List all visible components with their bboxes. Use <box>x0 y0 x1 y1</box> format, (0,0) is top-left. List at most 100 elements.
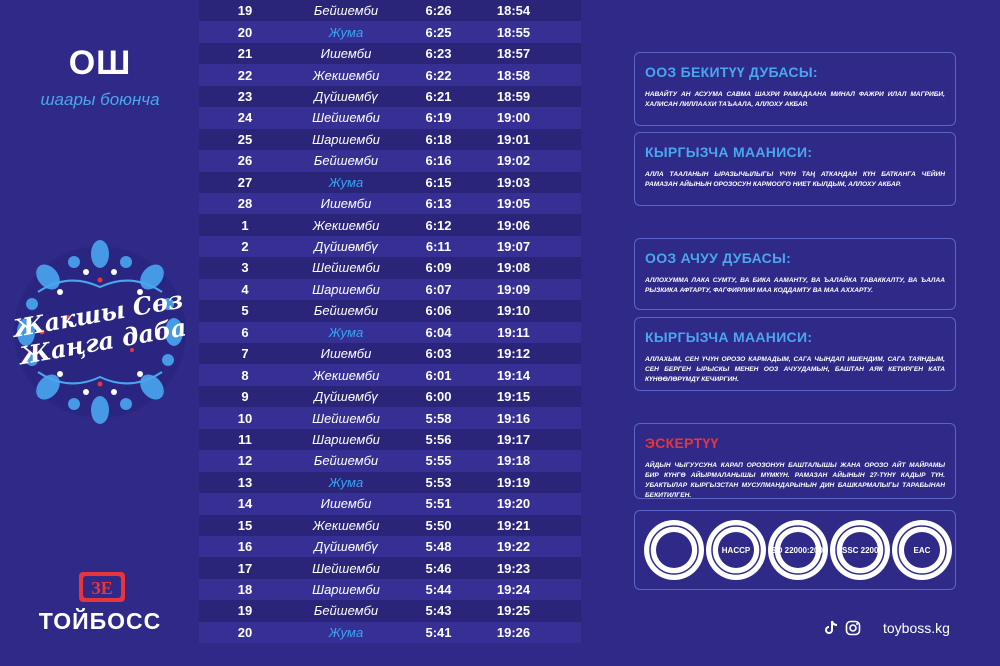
weekday-cell: Жекшемби <box>312 67 380 83</box>
suhoor-time-cell: 5:43 <box>425 603 452 619</box>
iftar-time-cell: 18:57 <box>496 46 531 62</box>
schedule-table: 19 Бейшемби 6:26 18:54 20 Жума 6:25 18:55 21 Ишем… <box>199 0 581 644</box>
iftar-time-cell: 19:18 <box>496 453 531 469</box>
suhoor-time-cell: 6:06 <box>425 303 452 319</box>
iftar-time-cell: 19:23 <box>496 560 531 576</box>
iftar-time-cell: 19:12 <box>496 346 531 362</box>
weekday-cell: Бейшемби <box>313 3 379 19</box>
iftar-time-cell: 19:11 <box>497 324 530 340</box>
table-row: 7 Ишемби 6:03 19:12 <box>199 343 581 365</box>
suhoor-time-cell: 6:25 <box>425 24 452 40</box>
social-links: toyboss.kg <box>823 620 950 636</box>
certificate-label: HACCP <box>721 545 751 555</box>
table-row: 20 Жума 6:25 18:55 <box>199 21 581 43</box>
weekday-cell: Ишемби <box>320 346 372 362</box>
suhoor-time-cell: 6:23 <box>425 46 452 62</box>
table-row: 3 Шейшемби 6:09 19:08 <box>199 257 581 279</box>
weekday-cell: Шаршемби <box>312 582 380 598</box>
suhoor-time-cell: 5:58 <box>425 410 452 426</box>
table-row: 17 Шейшемби 5:46 19:23 <box>199 557 581 579</box>
iftar-meaning-panel: КЫРГЫЗЧА МААНИСИ: АЛЛАХЫМ, СЕН ҮЧҮН ОРОЗ… <box>634 317 956 391</box>
weekday-cell: Шейшемби <box>312 110 380 126</box>
certificate-label <box>643 519 705 581</box>
suhoor-time-cell: 5:41 <box>425 624 452 640</box>
instagram-icon[interactable] <box>845 620 861 636</box>
certificate-label: FSSC 22000 <box>837 545 883 555</box>
weekday-cell: Дүйшөмбү <box>314 239 378 255</box>
suhoor-time-cell: 6:22 <box>425 67 452 83</box>
suhoor-dua-title: ООЗ БЕКИТҮҮ ДУБАСЫ: <box>645 64 818 80</box>
day-cell: 28 <box>237 196 253 212</box>
ornament-emblem <box>8 232 193 432</box>
iftar-time-cell: 19:01 <box>496 131 531 147</box>
table-row: 12 Бейшемби 5:55 19:18 <box>199 450 581 472</box>
suhoor-time-cell: 6:26 <box>425 3 452 19</box>
table-row: 10 Шейшемби 5:58 19:16 <box>199 407 581 429</box>
day-cell: 2 <box>241 239 249 255</box>
weekday-cell: Дүйшөмбү <box>314 88 378 104</box>
table-row: 14 Ишемби 5:51 19:20 <box>199 493 581 515</box>
weekday-cell: Бейшемби <box>313 453 379 469</box>
day-cell: 6 <box>241 324 249 340</box>
table-row: 21 Ишемби 6:23 18:57 <box>199 42 581 65</box>
iftar-dua-panel: ООЗ АЧУУ ДУБАСЫ: АЛЛОХУММА ЛАКА СУМТУ, В… <box>634 238 956 310</box>
iftar-time-cell: 19:19 <box>496 474 531 490</box>
day-cell: 19 <box>237 603 253 619</box>
note-title: ЭСКЕРТҮҮ <box>645 435 719 451</box>
suhoor-time-cell: 6:16 <box>425 153 452 169</box>
day-cell: 15 <box>237 517 253 533</box>
city-subtitle: шаары боюнча <box>40 90 160 109</box>
day-cell: 16 <box>237 539 253 555</box>
suhoor-time-cell: 5:46 <box>425 560 452 576</box>
iftar-time-cell: 19:25 <box>496 603 531 619</box>
day-cell: 4 <box>241 281 249 297</box>
day-cell: 5 <box>241 303 249 319</box>
table-row: 15 Жекшемби 5:50 19:21 <box>199 514 581 536</box>
brand-icon-glyph: ЗЕ <box>91 578 113 598</box>
suhoor-time-cell: 6:18 <box>425 131 452 147</box>
iftar-time-cell: 19:24 <box>496 582 531 598</box>
city-name: ОШ <box>68 44 132 82</box>
table-row: 27 Жума 6:15 19:03 <box>199 171 581 193</box>
table-row: 13 Жума 5:53 19:19 <box>199 471 581 494</box>
weekday-cell: Бейшемби <box>313 153 379 169</box>
iftar-dua-text: АЛЛОХУММА ЛАКА СУМТУ, ВА БИКА ААМАНТУ, В… <box>645 277 945 294</box>
day-cell: 23 <box>237 88 253 104</box>
table-row: 22 Жекшемби 6:22 18:58 <box>199 64 581 86</box>
table-row: 20 Жума 5:41 19:26 <box>199 621 581 644</box>
table-row: 8 Жекшемби 6:01 19:14 <box>199 364 581 386</box>
table-row: 16 Дүйшөмбү 5:48 19:22 <box>199 535 581 558</box>
weekday-cell: Бейшемби <box>313 603 379 619</box>
note-panel: ЭСКЕРТҮҮ АЙДЫН ЧЫГУУСУНА КАРАП ОРОЗОНУН … <box>634 423 956 499</box>
table-row: 19 Бейшемби 6:26 18:54 <box>199 0 581 22</box>
table-row: 9 Дүйшөмбү 6:00 19:15 <box>199 385 581 408</box>
day-cell: 9 <box>241 389 249 405</box>
weekday-cell: Жума <box>328 624 364 640</box>
day-cell: 14 <box>237 496 253 512</box>
iftar-time-cell: 19:09 <box>496 281 531 297</box>
suhoor-time-cell: 6:12 <box>425 217 452 233</box>
weekday-cell: Жума <box>328 324 364 340</box>
suhoor-time-cell: 5:48 <box>425 539 452 555</box>
certificate-label: EAC <box>913 545 931 555</box>
iftar-time-cell: 19:15 <box>496 389 531 405</box>
tiktok-icon[interactable] <box>823 620 839 636</box>
website-link[interactable]: toyboss.kg <box>883 620 950 636</box>
table-row: 6 Жума 6:04 19:11 <box>199 321 581 343</box>
suhoor-time-cell: 6:19 <box>425 110 452 126</box>
suhoor-time-cell: 5:51 <box>425 496 452 512</box>
day-cell: 25 <box>237 131 253 147</box>
day-cell: 22 <box>237 67 253 83</box>
iftar-time-cell: 19:05 <box>496 196 531 212</box>
brand-logo-icon: ЗЕ <box>78 569 126 605</box>
suhoor-time-cell: 5:55 <box>425 453 452 469</box>
day-cell: 27 <box>237 174 253 190</box>
suhoor-meaning-title: КЫРГЫЗЧА МААНИСИ: <box>645 144 813 160</box>
weekday-cell: Жума <box>328 24 364 40</box>
weekday-cell: Ишемби <box>320 46 372 62</box>
table-row: 19 Бейшемби 5:43 19:25 <box>199 600 581 622</box>
table-row: 4 Шаршемби 6:07 19:09 <box>199 278 581 301</box>
weekday-cell: Жума <box>328 174 364 190</box>
suhoor-time-cell: 6:21 <box>425 88 452 104</box>
suhoor-time-cell: 5:50 <box>425 517 452 533</box>
